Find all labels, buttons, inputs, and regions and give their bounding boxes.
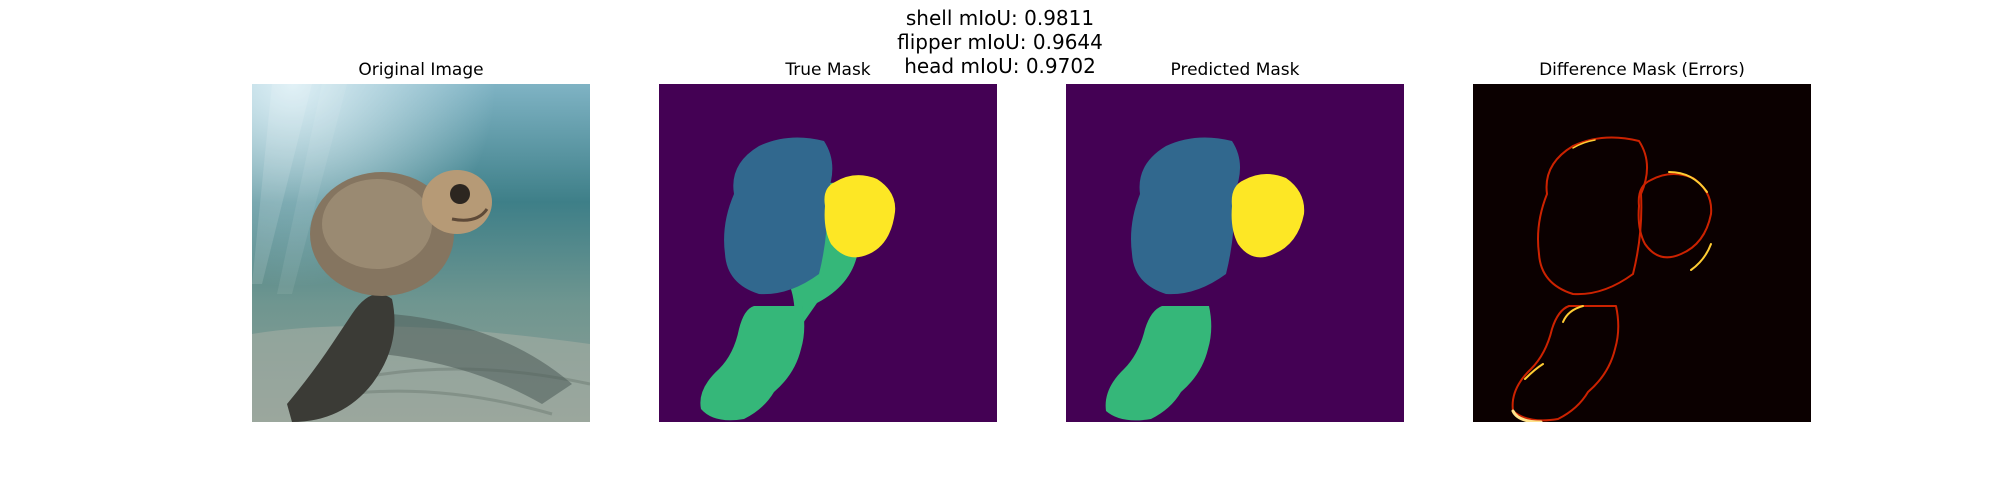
original-image-panel: Original Image xyxy=(252,58,590,422)
mask-background xyxy=(1066,84,1404,422)
difference-mask-panel: Difference Mask (Errors) xyxy=(1473,58,1811,422)
difference-mask-image xyxy=(1473,84,1811,422)
figure-metrics-title: shell mIoU: 0.9811 flipper mIoU: 0.9644 … xyxy=(0,6,2000,78)
original-image-title: Original Image xyxy=(358,60,484,80)
head-region xyxy=(1231,173,1305,258)
head-region xyxy=(824,175,896,258)
true-mask-image xyxy=(659,84,997,422)
underwater-turtle-photo xyxy=(252,84,590,422)
flipper-region xyxy=(1105,306,1212,421)
true-mask-panel: True Mask xyxy=(659,58,997,422)
head-miou-text: head mIoU: 0.9702 xyxy=(904,54,1096,78)
predicted-mask-panel: Predicted Mask xyxy=(1066,58,1404,422)
shell-miou-text: shell mIoU: 0.9811 xyxy=(905,6,1095,30)
true-mask-title: True Mask xyxy=(785,60,871,80)
shell-region xyxy=(1131,137,1241,295)
predicted-mask-image xyxy=(1066,84,1404,422)
shell-region xyxy=(724,137,833,295)
difference-mask-title: Difference Mask (Errors) xyxy=(1539,60,1745,80)
flipper-region xyxy=(700,306,805,421)
flipper-miou-text: flipper mIoU: 0.9644 xyxy=(897,30,1103,54)
predicted-mask-title: Predicted Mask xyxy=(1170,60,1300,80)
